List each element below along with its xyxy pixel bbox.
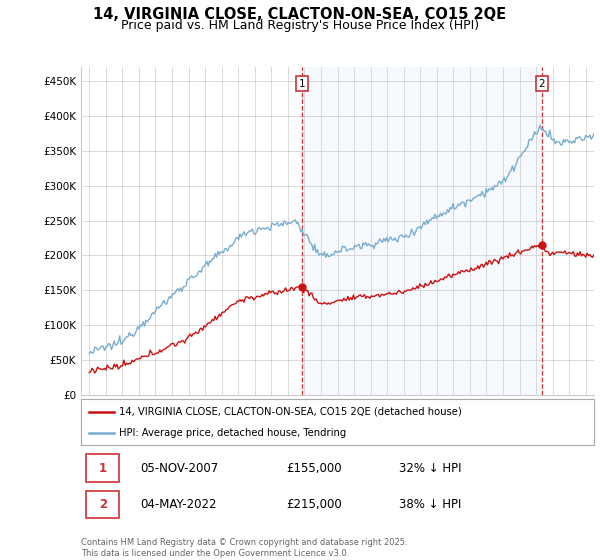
Text: 32% ↓ HPI: 32% ↓ HPI	[399, 461, 461, 475]
Text: HPI: Average price, detached house, Tendring: HPI: Average price, detached house, Tend…	[119, 428, 347, 438]
Text: £155,000: £155,000	[286, 461, 342, 475]
FancyBboxPatch shape	[86, 454, 119, 482]
Text: 14, VIRGINIA CLOSE, CLACTON-ON-SEA, CO15 2QE (detached house): 14, VIRGINIA CLOSE, CLACTON-ON-SEA, CO15…	[119, 407, 462, 417]
Text: 04-MAY-2022: 04-MAY-2022	[140, 498, 217, 511]
Text: £215,000: £215,000	[286, 498, 342, 511]
Text: 1: 1	[99, 461, 107, 475]
Text: 05-NOV-2007: 05-NOV-2007	[140, 461, 218, 475]
Bar	[302, 67, 542, 395]
Text: 2: 2	[538, 78, 545, 88]
Text: Contains HM Land Registry data © Crown copyright and database right 2025.
This d: Contains HM Land Registry data © Crown c…	[81, 538, 407, 558]
Text: Price paid vs. HM Land Registry's House Price Index (HPI): Price paid vs. HM Land Registry's House …	[121, 19, 479, 32]
Text: 1: 1	[299, 78, 305, 88]
Text: 2: 2	[99, 498, 107, 511]
FancyBboxPatch shape	[86, 491, 119, 519]
Text: 38% ↓ HPI: 38% ↓ HPI	[399, 498, 461, 511]
Text: 14, VIRGINIA CLOSE, CLACTON-ON-SEA, CO15 2QE: 14, VIRGINIA CLOSE, CLACTON-ON-SEA, CO15…	[94, 7, 506, 22]
